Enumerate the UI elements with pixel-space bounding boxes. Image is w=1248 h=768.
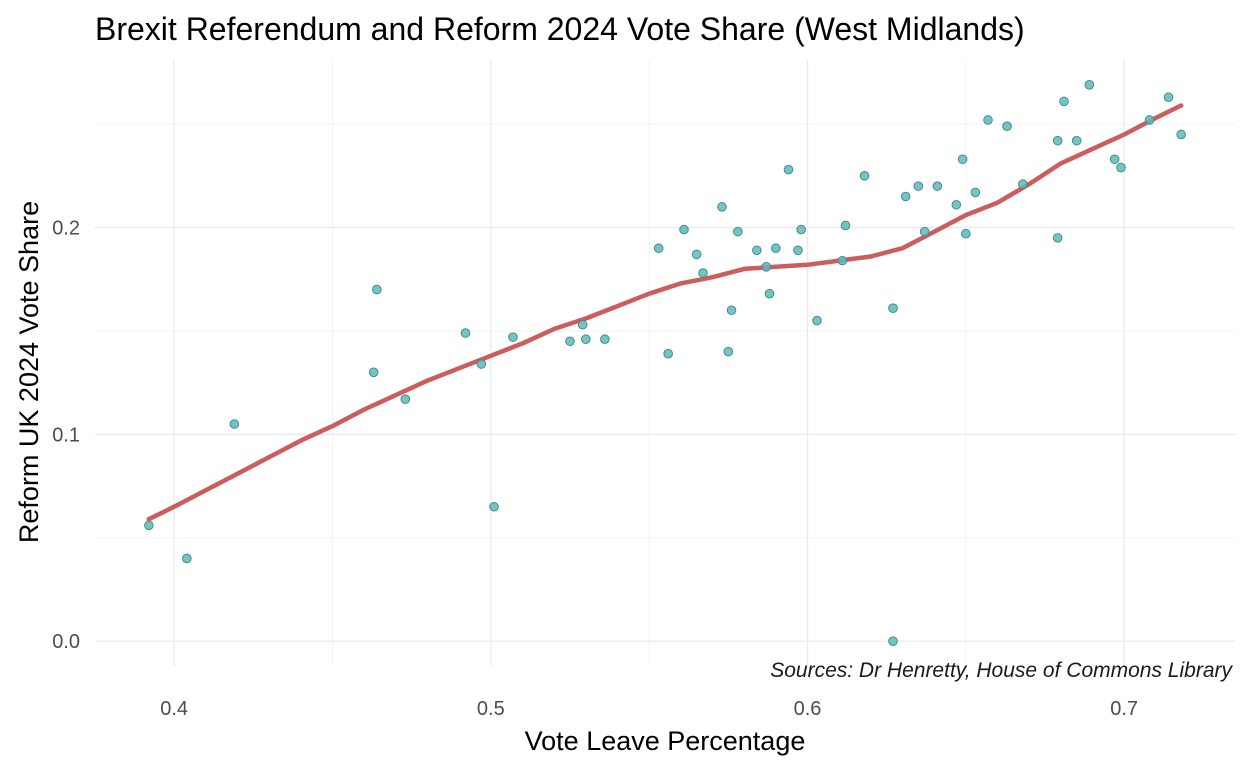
- data-point: [900, 191, 911, 202]
- x-tick-label: 0.5: [477, 698, 505, 720]
- data-point: [717, 202, 727, 212]
- data-point: [837, 255, 848, 266]
- y-tick-label: 0.0: [52, 631, 80, 653]
- data-point: [1144, 115, 1155, 125]
- data-point: [957, 154, 968, 165]
- data-points-layer: [144, 80, 1186, 646]
- data-point: [489, 501, 499, 512]
- data-point: [653, 243, 664, 254]
- data-point: [932, 181, 943, 191]
- chart-caption: Sources: Dr Henretty, House of Commons L…: [770, 659, 1233, 682]
- data-point: [1002, 121, 1012, 131]
- data-point: [796, 224, 806, 235]
- x-tick-label: 0.7: [1110, 698, 1138, 720]
- x-axis-title: Vote Leave Percentage: [525, 726, 806, 756]
- data-point: [460, 328, 471, 338]
- data-point: [733, 226, 743, 237]
- data-point: [144, 520, 154, 531]
- y-axis-ticks: 0.0 0.1 0.2: [52, 218, 80, 654]
- x-tick-label: 0.6: [794, 698, 822, 720]
- data-point: [1163, 92, 1174, 103]
- data-point: [372, 284, 382, 295]
- data-point: [600, 334, 610, 345]
- chart-title: Brexit Referendum and Reform 2024 Vote S…: [95, 11, 1025, 47]
- data-point: [761, 262, 772, 272]
- data-point: [663, 348, 673, 359]
- data-point: [1018, 179, 1028, 189]
- gridlines: [95, 60, 1235, 666]
- data-point: [859, 171, 870, 181]
- data-point: [840, 220, 851, 231]
- data-point: [812, 315, 822, 326]
- data-point: [577, 319, 588, 330]
- data-point: [783, 164, 794, 175]
- y-tick-label: 0.1: [52, 424, 80, 446]
- data-point: [1071, 135, 1082, 146]
- data-point: [1116, 162, 1126, 173]
- data-point: [508, 332, 518, 342]
- y-axis-title: Reform UK 2024 Vote Share: [14, 201, 44, 543]
- data-point: [888, 636, 898, 646]
- data-point: [1052, 135, 1063, 146]
- data-point: [723, 346, 734, 357]
- data-point: [182, 553, 192, 564]
- data-point: [726, 305, 737, 316]
- data-point: [368, 367, 379, 378]
- x-axis-ticks: 0.4 0.5 0.6 0.7: [160, 698, 1138, 720]
- y-tick-label: 0.2: [52, 218, 80, 240]
- data-point: [581, 334, 591, 345]
- smooth-trend-layer: [146, 103, 1184, 522]
- data-point: [400, 394, 411, 404]
- data-point: [983, 115, 993, 125]
- x-tick-label: 0.4: [160, 698, 188, 720]
- data-point: [970, 187, 981, 198]
- data-point: [691, 249, 702, 260]
- data-point: [1052, 233, 1063, 243]
- data-point: [961, 228, 971, 239]
- data-point: [913, 181, 924, 191]
- data-point: [752, 245, 762, 256]
- data-point: [764, 288, 775, 299]
- data-point: [476, 359, 487, 369]
- smooth-trend-line: [146, 103, 1184, 522]
- data-point: [679, 224, 689, 235]
- data-point: [951, 199, 962, 210]
- data-point: [888, 303, 898, 313]
- data-point: [1109, 154, 1120, 165]
- data-point: [919, 226, 930, 237]
- data-point: [771, 243, 781, 254]
- data-point: [793, 245, 803, 256]
- data-point: [1084, 80, 1095, 90]
- data-point: [1176, 129, 1186, 140]
- data-point: [698, 268, 708, 278]
- data-point: [229, 419, 240, 429]
- data-point: [565, 336, 575, 347]
- data-point: [1059, 96, 1069, 107]
